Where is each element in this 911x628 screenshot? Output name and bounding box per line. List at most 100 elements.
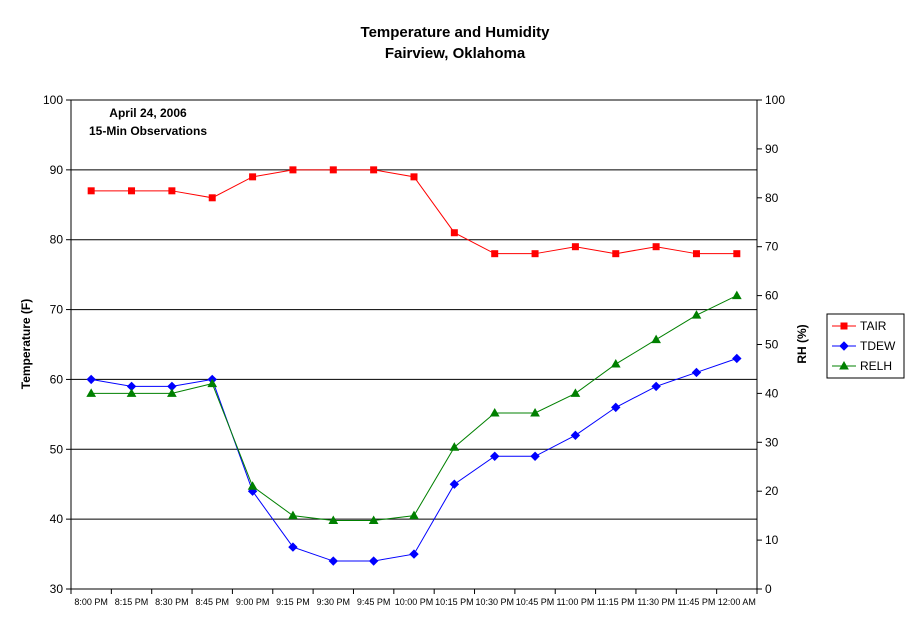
gridlines xyxy=(71,99,757,520)
legend-swatch-marker xyxy=(840,322,848,330)
x-tick-label: 10:30 PM xyxy=(475,597,514,607)
x-tick-label: 8:15 PM xyxy=(115,597,149,607)
y2-axis-label: RH (%) xyxy=(795,324,809,363)
data-point-tdew xyxy=(489,451,500,461)
data-point-tdew xyxy=(651,381,661,392)
data-point-tair xyxy=(289,166,297,174)
series-layer xyxy=(86,166,742,566)
chart-subtitle: Fairview, Oklahoma xyxy=(385,45,526,62)
data-point-tair xyxy=(168,187,176,195)
y-tick-label: 60 xyxy=(50,372,64,386)
series-tdew xyxy=(86,353,742,566)
x-tick-label: 11:00 PM xyxy=(556,597,594,607)
data-point-relh xyxy=(247,481,258,490)
y2-tick-label: 10 xyxy=(765,533,779,547)
data-point-tdew xyxy=(288,542,298,552)
data-point-tdew xyxy=(86,374,96,385)
data-point-tair xyxy=(652,243,660,251)
annotation-date: April 24, 2006 xyxy=(109,106,187,120)
x-tick-label: 11:15 PM xyxy=(597,597,635,607)
axes: 30 40 50 60 70 80 90 100 0 10 20 30 40 50 60 70 80 90 100 8… xyxy=(43,93,785,607)
x-tick-label: 8:00 PM xyxy=(74,597,108,607)
data-point-tair xyxy=(733,250,741,258)
legend-label: RELH xyxy=(860,359,892,373)
data-point-relh xyxy=(328,515,339,525)
y2-tick-label: 90 xyxy=(765,142,779,156)
y-tick-label: 100 xyxy=(43,93,63,107)
series-tair xyxy=(87,166,741,258)
y-axis-label: Temperature (F) xyxy=(19,299,33,389)
data-point-relh xyxy=(409,510,419,520)
x-tick-label: 10:15 PM xyxy=(435,597,474,607)
x-tick-label: 9:00 PM xyxy=(236,597,270,607)
legend-item-tdew: TDEW xyxy=(832,339,896,353)
x-tick-label: 8:30 PM xyxy=(155,597,189,607)
data-point-tdew xyxy=(611,402,621,413)
data-point-tdew xyxy=(691,367,702,378)
plot-area xyxy=(71,100,757,589)
y2-tick-label: 70 xyxy=(765,240,779,254)
data-point-relh xyxy=(449,442,460,451)
legend-label: TAIR xyxy=(860,319,887,333)
y2-tick-label: 30 xyxy=(765,435,779,449)
legend-swatch-marker xyxy=(839,360,849,370)
x-tick-label: 10:00 PM xyxy=(395,597,434,607)
data-point-tdew xyxy=(530,451,540,461)
x-tick-label: 9:30 PM xyxy=(317,597,351,607)
data-point-tair xyxy=(128,187,136,195)
series-relh xyxy=(86,290,742,525)
y2-tick-label: 80 xyxy=(765,191,779,205)
data-point-tair xyxy=(571,243,579,251)
data-point-relh xyxy=(368,515,379,525)
data-point-tair xyxy=(450,229,458,237)
data-point-relh xyxy=(167,388,177,397)
data-point-relh xyxy=(731,290,742,300)
y2-tick-label: 60 xyxy=(765,289,779,303)
data-point-relh xyxy=(126,388,137,397)
data-point-relh xyxy=(530,407,540,417)
legend-item-tair: TAIR xyxy=(832,319,887,333)
data-point-tair xyxy=(491,250,499,258)
legend-item-relh: RELH xyxy=(832,359,892,373)
y-tick-label: 90 xyxy=(50,163,64,177)
y-tick-label: 40 xyxy=(50,512,64,526)
y-tick-label: 70 xyxy=(50,303,64,317)
x-tick-label: 11:30 PM xyxy=(637,597,675,607)
x-tick-label: 11:45 PM xyxy=(678,597,716,607)
data-point-relh xyxy=(691,310,702,319)
data-point-tdew xyxy=(328,556,339,566)
data-point-tair xyxy=(692,250,700,258)
y2-tick-label: 50 xyxy=(765,338,779,352)
data-point-tair xyxy=(208,194,216,202)
data-point-tair xyxy=(249,173,257,181)
data-point-relh xyxy=(288,510,298,520)
data-point-relh xyxy=(86,388,97,397)
legend-swatch-marker xyxy=(839,341,849,351)
data-point-tair xyxy=(87,187,95,195)
legend: TAIR TDEW RELH xyxy=(826,313,905,379)
data-point-relh xyxy=(489,407,500,417)
data-point-relh xyxy=(207,378,218,388)
data-point-relh xyxy=(610,359,621,368)
data-point-tdew xyxy=(368,556,379,566)
x-tick-label: 10:45 PM xyxy=(516,597,555,607)
data-point-tair xyxy=(410,173,418,181)
data-point-tair xyxy=(531,250,539,258)
y2-tick-label: 0 xyxy=(765,582,772,596)
x-tick-label: 12:00 AM xyxy=(718,597,756,607)
legend-items: TAIR TDEW RELH xyxy=(832,319,896,373)
x-tick-label: 8:45 PM xyxy=(195,597,229,607)
data-point-tair xyxy=(370,166,378,174)
y2-tick-label: 40 xyxy=(765,386,779,400)
data-point-relh xyxy=(651,334,661,344)
annotation-interval: 15-Min Observations xyxy=(89,124,207,138)
data-point-tdew xyxy=(449,479,460,489)
data-point-relh xyxy=(570,388,581,397)
data-point-tdew xyxy=(409,549,419,559)
data-point-tair xyxy=(612,250,620,258)
y-tick-label: 30 xyxy=(50,582,64,596)
legend-label: TDEW xyxy=(860,339,896,353)
x-tick-label: 9:45 PM xyxy=(357,597,391,607)
y2-tick-label: 20 xyxy=(765,484,779,498)
